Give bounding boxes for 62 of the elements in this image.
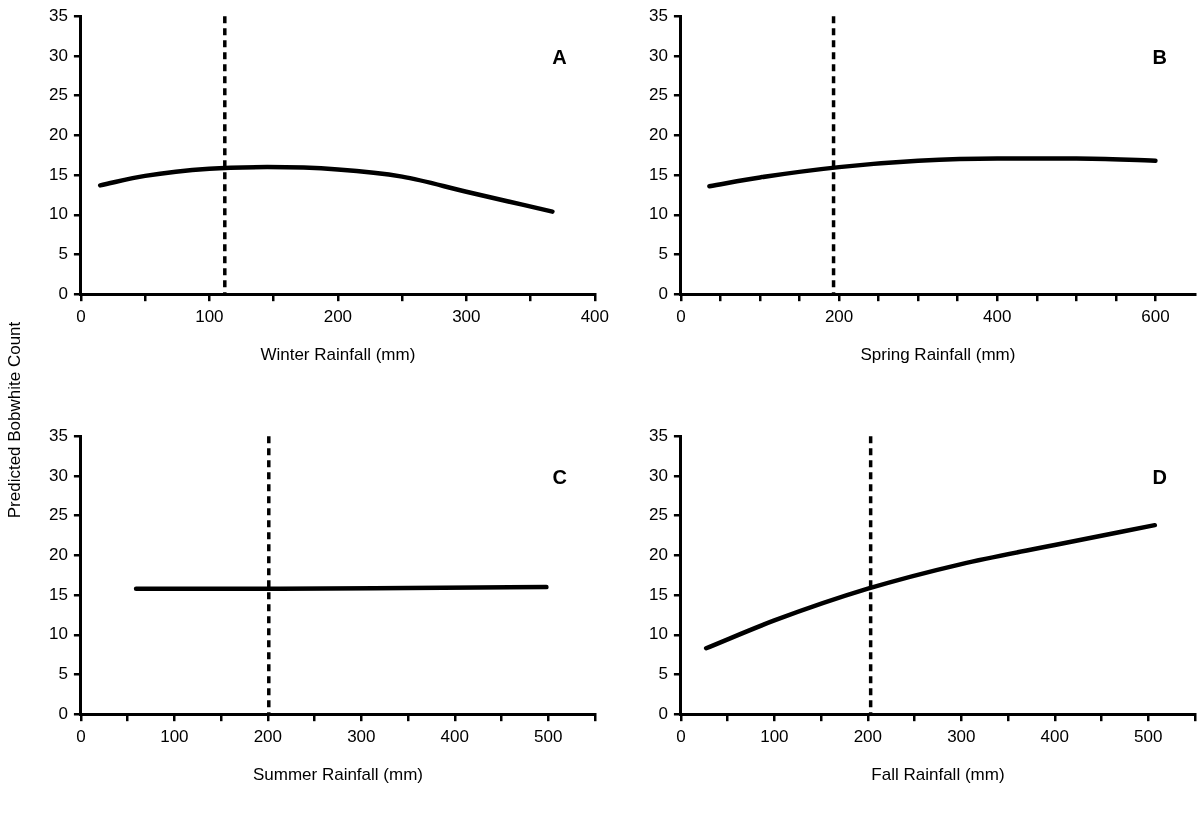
y-tick-label: 20 [648,125,668,145]
x-tick-label: 300 [347,727,376,747]
x-tick-label: 400 [1040,727,1069,747]
x-tick-label: 100 [195,307,224,327]
x-axis-title: Spring Rainfall (mm) [860,345,1016,365]
y-tick-label: 10 [648,204,668,224]
y-tick-label: 20 [648,545,668,565]
y-tick-label: 5 [58,664,68,684]
y-tick-label: 0 [58,703,68,723]
x-tick-label: 300 [452,307,481,327]
x-tick-label: 200 [323,307,353,327]
y-tick-label: 15 [48,584,68,604]
x-tick-label: 100 [160,727,189,747]
y-tick-label: 30 [48,465,68,485]
x-tick-label: 400 [983,307,1012,327]
x-tick-label: 100 [760,727,789,747]
x-tick-label: 600 [1141,307,1170,327]
y-axis-title: Predicted Bobwhite Count [5,320,25,521]
y-tick-label: 5 [58,244,68,264]
y-tick-label: 10 [48,624,68,644]
x-tick-label: 500 [1134,727,1163,747]
x-axis-title: Summer Rainfall (mm) [252,765,423,785]
y-tick-label: 35 [48,425,68,445]
y-tick-label: 10 [648,624,668,644]
x-axis-title: Fall Rainfall (mm) [871,765,1005,785]
y-tick-label: 25 [48,505,68,525]
annotation: D [1152,465,1167,488]
y-tick-label: 30 [648,465,668,485]
x-tick-label: 200 [824,307,854,327]
y-tick-label: 0 [658,703,668,723]
y-tick-label: 25 [648,505,668,525]
y-tick-label: 30 [648,45,668,65]
y-tick-label: 25 [48,85,68,105]
annotation: C [552,465,567,488]
x-tick-label: 200 [253,727,283,747]
y-tick-label: 10 [48,204,68,224]
x-axis-title: Winter Rainfall (mm) [260,345,416,365]
annotation: B [1152,45,1167,68]
y-tick-label: 15 [48,164,68,184]
x-tick-label: 200 [853,727,883,747]
y-tick-label: 0 [658,283,668,303]
x-tick-label: 500 [534,727,563,747]
y-tick-label: 0 [58,283,68,303]
x-tick-label: 0 [676,307,686,327]
x-tick-label: 0 [76,727,86,747]
annotation: A [552,45,567,68]
y-tick-label: 25 [648,85,668,105]
x-tick-label: 0 [76,307,86,327]
y-tick-label: 20 [48,545,68,565]
y-tick-label: 35 [648,5,668,25]
x-tick-label: 400 [440,727,469,747]
y-tick-label: 35 [648,425,668,445]
y-tick-label: 5 [658,664,668,684]
y-tick-label: 5 [658,244,668,264]
x-tick-label: 300 [947,727,976,747]
y-tick-label: 30 [48,45,68,65]
y-tick-label: 20 [48,125,68,145]
x-tick-label: 0 [676,727,686,747]
x-tick-label: 400 [580,307,610,327]
y-tick-label: 35 [48,5,68,25]
y-tick-label: 15 [648,164,668,184]
y-tick-label: 15 [648,584,668,604]
